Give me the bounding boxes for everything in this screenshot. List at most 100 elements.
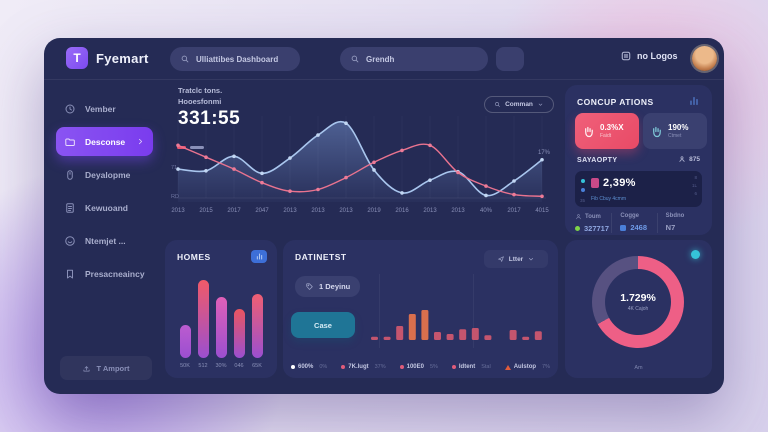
legend-item: Idtent Stal (451, 364, 491, 370)
legend-dash-gray (190, 146, 204, 149)
search-icon (494, 101, 501, 108)
rate-mark: 8 (694, 175, 697, 180)
dot-red-marker (451, 365, 456, 369)
folder-icon (64, 136, 76, 148)
donut-bottom-label: Am (634, 365, 643, 371)
document-icon (64, 202, 76, 214)
sidebar-item-ntemjet[interactable]: Ntemjet ... (56, 226, 153, 255)
sidebar-item-desconse[interactable]: Desconse (56, 127, 153, 156)
sidebar-footer-button[interactable]: T Amport (60, 356, 152, 380)
x-axis-label: 2015 (199, 208, 213, 214)
legend-value: 5% (429, 364, 438, 370)
sidebar-items: Vember Desconse Deyalopme Kewuoand Ntemjet .… (44, 94, 165, 288)
person-icon (678, 155, 686, 163)
hand-icon (649, 124, 664, 139)
case-button[interactable]: Case (291, 312, 355, 338)
x-axis-label: 2016 (395, 208, 409, 214)
stat-sbdno: Sbdno N7 (656, 213, 702, 233)
sidebar-item-label: Vember (85, 103, 116, 114)
search-icon (350, 54, 360, 64)
legend-value: 7% (542, 364, 550, 370)
avatar[interactable] (692, 46, 717, 71)
homes-bar-chart: 50K 512 30% 046 65K (178, 272, 264, 369)
lock-icon (591, 178, 599, 188)
clock-icon (64, 103, 76, 115)
legend-label: 600% (298, 364, 314, 370)
app-title: Fyemart (96, 50, 149, 66)
dropdown-label: Comman (505, 101, 533, 108)
x-axis-label: 2019 (367, 208, 381, 214)
sidebar-item-vember[interactable]: Vember (56, 94, 153, 123)
donut-center-sub: 4K Cajoh (627, 306, 649, 312)
concup-stats-row: Toum 327717 Cogge 2468 Sbdno N7 (575, 213, 702, 233)
chevron-down-icon (527, 255, 535, 263)
chip-label: 1 Deyinu (319, 282, 351, 291)
no-logos-button[interactable]: no Logos (620, 50, 678, 62)
sidebar-item-label: Deyalopme (85, 169, 131, 180)
stat-value: 327717 (575, 224, 611, 233)
datinetst-filter-chip[interactable]: 1 Deyinu (295, 276, 361, 297)
homes-bar (197, 280, 209, 358)
dot-red-marker (399, 365, 404, 369)
concup-card-ctmet[interactable]: 190% Ctmet (643, 113, 707, 149)
hand-icon (581, 124, 596, 139)
sidebar-item-kewuoand[interactable]: Kewuoand (56, 193, 153, 222)
homes-bar (233, 309, 245, 358)
chevron-right-icon (136, 137, 145, 146)
person-icon (575, 213, 582, 220)
donut-panel: 1.729% 4K Cajoh Am (565, 240, 712, 378)
rate-right-marks: 8 1L 6 (692, 175, 697, 196)
stat-header: Cogge (620, 213, 639, 219)
blue-square-marker (620, 224, 627, 231)
homes-bar-label: 50K (180, 363, 190, 369)
traffic-title-line1: Tratclc tons. (178, 86, 223, 95)
app-logo[interactable]: T Fyemart (66, 47, 149, 69)
dashboard-search-input[interactable]: Ulliattibes Dashboard (170, 47, 300, 71)
search-text: Ulliattibes Dashboard (196, 54, 279, 64)
sidebar-item-deyalopme[interactable]: Deyalopme (56, 160, 153, 189)
headset-icon (64, 235, 76, 247)
card-value: 0.3%X (600, 123, 624, 133)
traffic-chart-title: Tratclc tons. Hooesfonmi (178, 86, 222, 107)
donut-center: 1.729% 4K Cajoh (592, 256, 684, 348)
legend-item: 100E0 5% (399, 364, 438, 370)
rate-sub-label: Fib Cbuy 4cmm (591, 196, 627, 202)
traffic-title-line2: Hooesfonmi (178, 96, 222, 106)
homes-bar (215, 297, 227, 358)
bar-chart-icon (255, 252, 264, 261)
homes-bar-column: 65K (250, 272, 264, 369)
stat-toum: Toum 327717 (575, 213, 611, 233)
donut-center-value: 1.729% (620, 292, 656, 304)
legend-value: 37% (374, 364, 386, 370)
search-icon (180, 54, 190, 64)
stat-cogge: Cogge 2468 (611, 213, 656, 233)
rate-dot-blue (581, 188, 585, 192)
tri-red-marker (504, 364, 511, 370)
homes-bar-label: 65K (252, 363, 262, 369)
dashboard-window: T Fyemart Ulliattibes Dashboard Grendh n… (44, 38, 724, 394)
dot-white-marker (291, 365, 295, 369)
concup-card-faidt[interactable]: 0.3%X Faidt (575, 113, 639, 149)
homes-bar-label: 30% (215, 363, 227, 369)
traffic-period-dropdown[interactable]: Comman (484, 96, 554, 113)
global-search-input[interactable]: Grendh (340, 47, 488, 71)
x-axis-label: 40% (479, 208, 492, 214)
legend-item: 600% 0% (291, 364, 327, 370)
sidebar-item-presacneaincy[interactable]: Presacneaincy (56, 259, 153, 288)
x-axis-label: 2017 (507, 208, 521, 214)
x-axis-label: 4015 (535, 208, 549, 214)
traffic-line-chart (168, 110, 552, 206)
sidebar-item-label: Presacneaincy (85, 268, 145, 279)
homes-bar-column: 046 (232, 272, 246, 369)
homes-chart-button[interactable] (251, 250, 267, 263)
legend-label: Aulstop (513, 364, 537, 370)
panel-divider (379, 274, 380, 348)
header-action-button[interactable] (496, 47, 524, 71)
dropdown-label: Ltter (508, 255, 524, 263)
datinetst-filter-dropdown[interactable]: Ltter (484, 250, 548, 268)
homes-bar-label: 512 (198, 363, 208, 369)
search-text: Grendh (366, 54, 395, 64)
sidebar: Vember Desconse Deyalopme Kewuoand Ntemjet .… (44, 80, 165, 394)
no-logos-label: no Logos (637, 51, 678, 61)
